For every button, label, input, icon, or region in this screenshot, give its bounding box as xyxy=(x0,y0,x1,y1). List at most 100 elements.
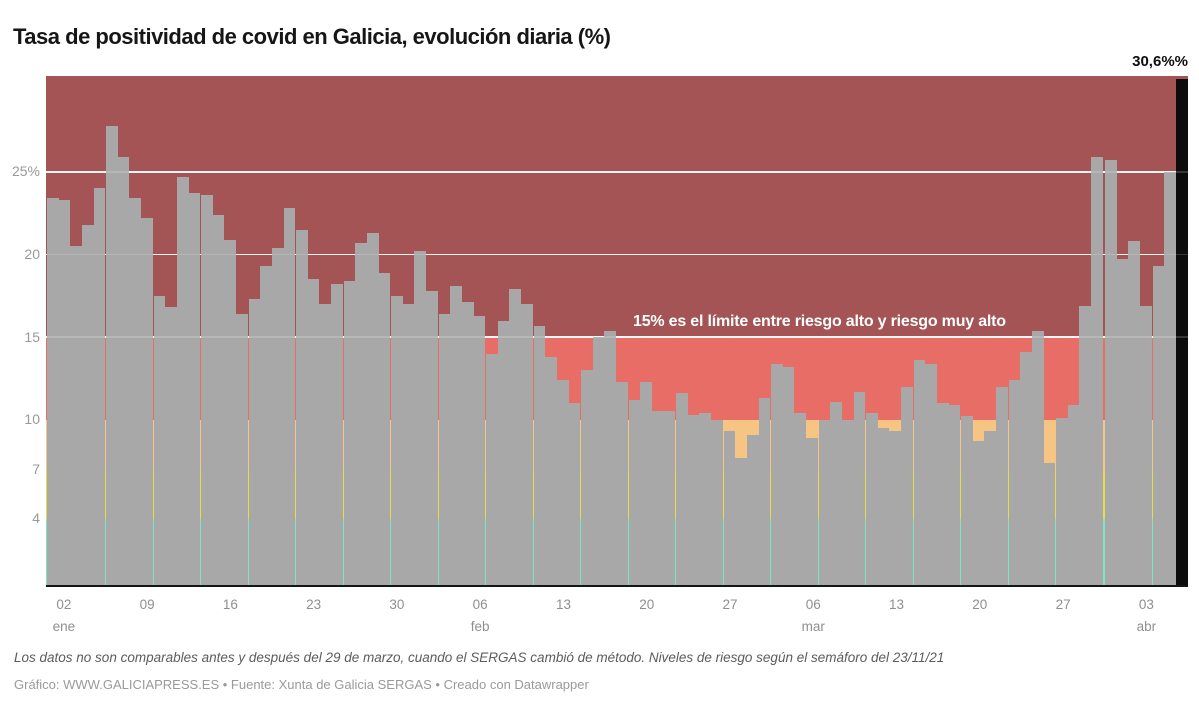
bar xyxy=(319,304,331,585)
bar xyxy=(378,272,391,585)
bar xyxy=(853,391,866,585)
threshold-annotation: 15% es el límite entre riesgo alto y rie… xyxy=(633,313,1006,330)
bar xyxy=(402,304,415,585)
x-tick-label: 06 xyxy=(472,597,488,612)
bar xyxy=(283,208,296,585)
bar xyxy=(676,393,688,585)
y-tick-label: 20 xyxy=(24,245,40,262)
bar xyxy=(723,431,736,585)
x-tick-label: 20 xyxy=(639,597,655,612)
bar xyxy=(877,428,890,585)
y-tick-label: 25% xyxy=(11,163,40,180)
bar xyxy=(236,313,248,585)
bar xyxy=(651,411,664,585)
y-tick-label: 4 xyxy=(32,510,40,527)
bar xyxy=(271,247,284,585)
bar xyxy=(533,325,546,585)
y-axis: 25% 20 15 10 7 4 xyxy=(0,0,40,709)
bar xyxy=(212,214,225,585)
x-tick-label: 02 xyxy=(56,597,72,612)
bar xyxy=(1008,380,1021,585)
bar xyxy=(497,320,510,585)
x-tick-label: 06 xyxy=(805,597,821,612)
y-tick-label: 10 xyxy=(24,411,40,428)
bar xyxy=(438,313,451,585)
x-month-label: ene xyxy=(52,619,76,634)
bar xyxy=(153,295,166,585)
bar xyxy=(1128,241,1140,585)
bar xyxy=(1079,305,1091,585)
x-tick-label: 27 xyxy=(1055,597,1071,612)
bar xyxy=(556,380,569,585)
gridline-overlay-25 xyxy=(46,171,1188,173)
x-tick-label: 16 xyxy=(222,597,238,612)
x-tick-label: 09 xyxy=(139,597,155,612)
bar xyxy=(889,431,901,585)
bar xyxy=(961,416,973,585)
bar xyxy=(486,353,498,585)
bar xyxy=(47,198,59,585)
bar xyxy=(866,413,878,585)
bar xyxy=(296,229,308,585)
bar xyxy=(473,315,486,585)
bar xyxy=(1105,160,1117,585)
bar xyxy=(936,403,949,585)
bar xyxy=(331,284,343,585)
gridline-overlay-15 xyxy=(46,336,1188,338)
bar xyxy=(913,360,926,585)
bar xyxy=(165,307,177,585)
bar xyxy=(1140,305,1152,585)
last-value-label: 30,6%% xyxy=(1132,53,1188,70)
bar xyxy=(1152,266,1165,585)
bar xyxy=(426,290,438,585)
risk-zone-riesgo-muy-alto xyxy=(46,76,1188,338)
bar xyxy=(1116,259,1129,585)
bar xyxy=(70,246,82,585)
bar xyxy=(687,414,700,585)
bar xyxy=(307,279,320,585)
x-month-label: abr xyxy=(1136,619,1157,634)
bar xyxy=(972,441,985,585)
bar xyxy=(711,419,723,585)
bar xyxy=(581,370,593,585)
chart-area: 15% es el límite entre riesgo alto y rie… xyxy=(46,76,1188,634)
bar xyxy=(663,411,676,585)
bar xyxy=(925,363,937,585)
page-title: Tasa de positividad de covid en Galicia,… xyxy=(13,23,611,49)
x-month-label: feb xyxy=(470,619,490,634)
footer-credits: Gráfico: WWW.GALICIAPRESS.ES • Fuente: X… xyxy=(14,677,589,692)
bar xyxy=(1091,156,1103,585)
bar xyxy=(948,404,961,585)
bars xyxy=(46,76,1188,585)
x-tick-label: 30 xyxy=(389,597,405,612)
bar xyxy=(106,125,118,585)
bar xyxy=(366,233,379,585)
bar xyxy=(771,363,783,585)
bar xyxy=(699,413,711,585)
bar xyxy=(188,193,201,585)
bar xyxy=(545,356,557,585)
bar xyxy=(117,156,130,585)
bar xyxy=(996,386,1008,585)
footer-note: Los datos no son comparables antes y des… xyxy=(14,650,945,665)
gridline-overlay-20 xyxy=(46,253,1188,256)
bar xyxy=(604,330,616,585)
x-tick-label: 13 xyxy=(889,597,905,612)
x-month-label: mar xyxy=(801,619,825,634)
bar xyxy=(201,195,213,585)
bar xyxy=(176,176,189,585)
bar xyxy=(391,295,403,585)
bar xyxy=(901,386,913,585)
bar xyxy=(746,434,759,585)
bar xyxy=(628,399,641,585)
bar xyxy=(450,285,462,585)
bar xyxy=(81,224,94,585)
bar xyxy=(93,188,106,585)
bar xyxy=(58,199,71,585)
x-tick-label: 13 xyxy=(555,597,571,612)
x-tick-label: 27 xyxy=(722,597,738,612)
bar xyxy=(509,289,521,585)
bar xyxy=(1031,330,1044,585)
bar xyxy=(616,381,628,585)
x-tick-label: 03 xyxy=(1138,597,1154,612)
